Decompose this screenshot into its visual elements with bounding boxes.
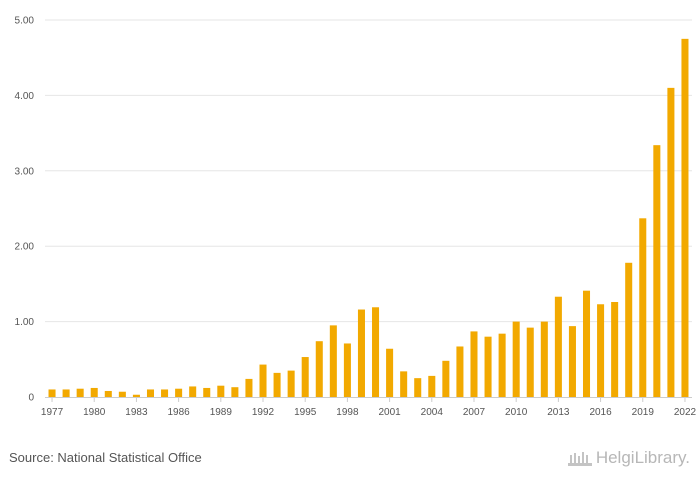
y-tick-label: 3.00 [15, 166, 35, 177]
bar-2001[interactable] [386, 348, 394, 397]
bar-2007[interactable] [470, 331, 478, 397]
bar-2022[interactable] [681, 38, 689, 397]
bar-2020[interactable] [653, 145, 661, 397]
bar-1998[interactable] [343, 343, 351, 397]
bar-1984[interactable] [146, 389, 155, 397]
y-tick-labels: 0 1.00 2.00 3.00 4.00 5.00 [15, 16, 35, 404]
x-tick-label: 2013 [547, 407, 570, 418]
bar-2011[interactable] [526, 327, 534, 397]
bar-1999[interactable] [357, 309, 365, 397]
x-tick-label: 2004 [421, 407, 444, 418]
y-tick-label: 4.00 [15, 91, 35, 102]
bar-1981[interactable] [104, 390, 112, 397]
bar-1993[interactable] [273, 372, 281, 397]
bar-1980[interactable] [90, 387, 98, 397]
x-tick-label: 2010 [505, 407, 528, 418]
bar-2016[interactable] [597, 304, 605, 397]
x-tick-labels: 1977 1980 1983 1986 1989 1992 1995 1998 2001 2004… [41, 397, 697, 418]
bar-2008[interactable] [484, 336, 492, 397]
y-tick-label: 0 [28, 393, 34, 404]
bar-1977[interactable] [48, 389, 56, 397]
bar-2009[interactable] [498, 333, 506, 397]
bar-1987[interactable] [189, 386, 197, 397]
bar-1979[interactable] [76, 388, 84, 397]
grid-lines [45, 19, 692, 323]
bar-1989[interactable] [217, 385, 225, 397]
y-tick-label: 5.00 [15, 16, 35, 27]
x-tick-label: 1995 [294, 407, 317, 418]
bar-2003[interactable] [414, 378, 422, 397]
bar-1995[interactable] [301, 357, 309, 397]
bar-2000[interactable] [372, 307, 380, 397]
bar-2018[interactable] [625, 262, 633, 397]
library-icon [567, 452, 592, 466]
bar-1985[interactable] [161, 389, 169, 397]
bar-1990[interactable] [231, 387, 239, 397]
x-tick-label: 2007 [463, 407, 486, 418]
x-tick-label: 1983 [125, 407, 148, 418]
bar-2019[interactable] [639, 218, 647, 397]
bar-1986[interactable] [175, 388, 183, 397]
bar-2013[interactable] [554, 296, 562, 397]
bar-2005[interactable] [442, 360, 450, 397]
bar-2010[interactable] [512, 321, 520, 397]
bar-2021[interactable] [667, 87, 675, 398]
bar-1996[interactable] [315, 341, 323, 397]
x-tick-label: 1998 [336, 407, 359, 418]
bar-2004[interactable] [428, 375, 436, 397]
bar-1988[interactable] [203, 387, 211, 397]
bar-2014[interactable] [568, 326, 576, 397]
x-tick-label: 1977 [41, 407, 64, 418]
x-tick-label: 1980 [83, 407, 106, 418]
brand-logo[interactable]: HelgiLibrary. [567, 448, 690, 468]
bar-1991[interactable] [245, 378, 253, 397]
y-tick-label: 1.00 [15, 317, 35, 328]
bar-1978[interactable] [62, 389, 70, 397]
bars [48, 38, 689, 398]
bar-2012[interactable] [540, 321, 548, 397]
x-tick-label: 2019 [632, 407, 655, 418]
x-tick-label: 2022 [674, 407, 697, 418]
bar-1983[interactable] [132, 394, 140, 397]
x-tick-label: 2016 [589, 407, 612, 418]
x-tick-label: 1992 [252, 407, 275, 418]
bar-2015[interactable] [582, 290, 591, 397]
source-note: Source: National Statistical Office [9, 450, 202, 465]
bar-2002[interactable] [400, 371, 408, 397]
x-tick-label: 1989 [210, 407, 233, 418]
y-tick-label: 2.00 [15, 242, 35, 253]
x-tick-label: 1986 [167, 407, 190, 418]
bar-1992[interactable] [259, 364, 267, 397]
bar-1982[interactable] [118, 391, 126, 397]
bar-2017[interactable] [611, 301, 619, 397]
brand-name: HelgiLibrary. [595, 448, 690, 467]
x-tick-label: 2001 [378, 407, 401, 418]
bar-2006[interactable] [456, 346, 464, 397]
bar-1994[interactable] [287, 370, 295, 397]
bar-1997[interactable] [329, 325, 337, 397]
